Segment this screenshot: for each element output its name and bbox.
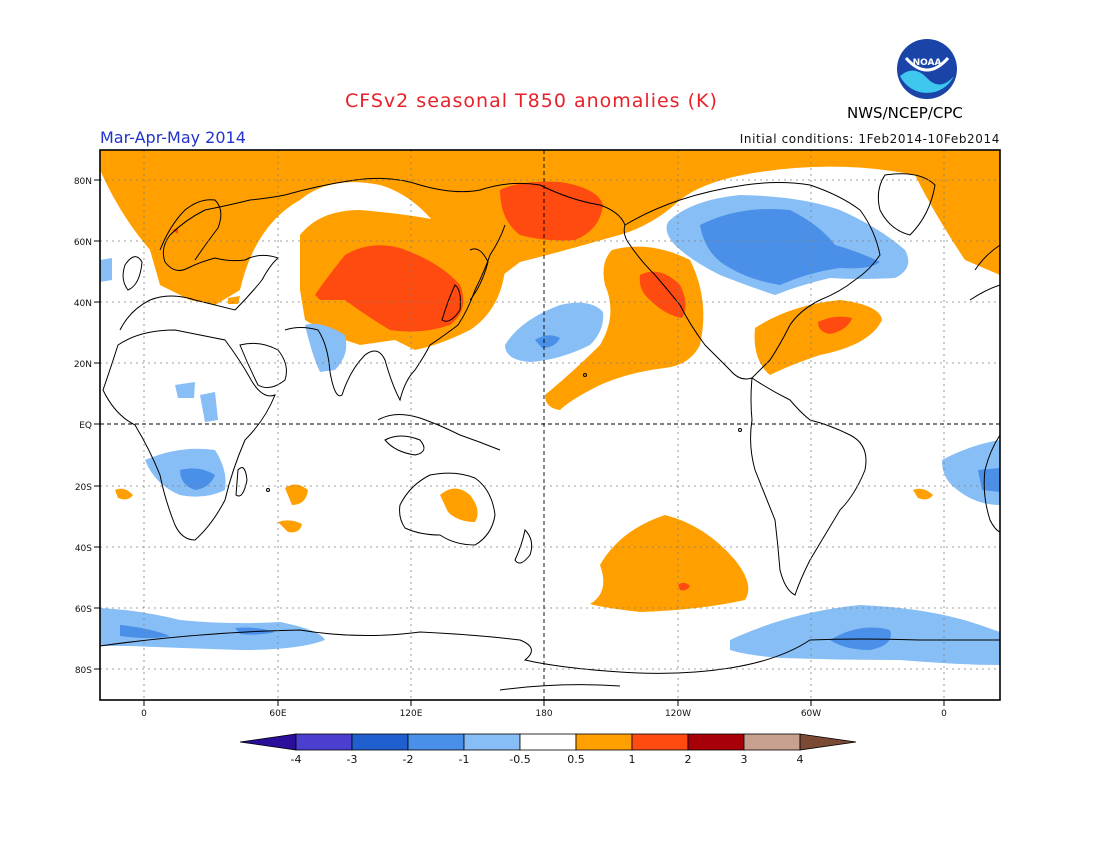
colorbar-segment <box>463 733 521 751</box>
coastline-africa <box>102 329 276 541</box>
lat-label: 60S <box>75 605 92 615</box>
colorbar-segment <box>295 733 353 751</box>
coastline-south-america <box>750 377 867 596</box>
colorbar-label: 0.5 <box>567 753 585 766</box>
lat-label: 40S <box>75 544 92 554</box>
longitude-labels: 0 60E 120E 180 120W 60W 0 <box>141 709 947 719</box>
map-frame <box>99 149 1001 701</box>
colorbar-segment <box>239 733 297 751</box>
colorbar-label: 4 <box>797 753 804 766</box>
noaa-logo: NOAA <box>897 39 957 99</box>
anomaly-cold-central-pacific <box>505 302 604 362</box>
colorbar-label: -0.5 <box>509 753 530 766</box>
lon-label: 180 <box>535 709 552 719</box>
lon-label: 120W <box>665 709 691 719</box>
coastline-antarctica <box>100 629 1000 674</box>
lat-label: 80N <box>74 177 92 187</box>
colorbar-label: -4 <box>291 753 302 766</box>
anomaly-hot-asia <box>315 245 464 332</box>
lon-label: 0 <box>941 709 947 719</box>
anomaly-warm-atlantic <box>754 300 882 375</box>
anomaly-hot-bering <box>500 181 603 241</box>
colorbar-segment <box>799 733 857 751</box>
coastline-europe <box>119 194 286 331</box>
noaa-logo-text: NOAA <box>913 58 942 68</box>
coastlines <box>100 173 1000 691</box>
colorbar-label: 3 <box>741 753 748 766</box>
graticule <box>100 150 1000 700</box>
lat-label: 80S <box>75 666 92 676</box>
colorbar: -4 -3 -2 -1 -0.5 0.5 1 2 3 4 <box>239 733 857 766</box>
map-title: CFSv2 seasonal T850 anomalies (K) <box>345 90 718 112</box>
lon-label: 120E <box>400 709 423 719</box>
lat-label: EQ <box>79 421 92 431</box>
coastline-australia <box>399 472 496 546</box>
colorbar-segment <box>575 733 633 751</box>
colorbar-segment <box>631 733 689 751</box>
coastline-asia <box>284 224 506 402</box>
lat-label: 40N <box>74 299 92 309</box>
lon-label: 60W <box>801 709 821 719</box>
colorbar-label: -2 <box>403 753 414 766</box>
initial-conditions-label: Initial conditions: 1Feb2014-10Feb2014 <box>739 132 1000 146</box>
lat-label: 60N <box>74 238 92 248</box>
latitude-labels: 80N 60N 40N 20N EQ 20S 40S 60S 80S <box>74 177 92 676</box>
anomaly-warm-australia <box>440 488 478 522</box>
colorbar-segment <box>519 733 577 751</box>
coastline-north-america <box>623 182 881 380</box>
lon-label: 0 <box>141 709 147 719</box>
season-label: Mar-Apr-May 2014 <box>100 128 246 147</box>
anomaly-hot-alaska <box>639 271 686 318</box>
anomaly-warm-south-pacific <box>590 515 749 612</box>
colorbar-label: -3 <box>347 753 358 766</box>
colorbar-segment <box>407 733 465 751</box>
colorbar-segment <box>743 733 801 751</box>
anomaly-shading <box>100 150 1000 665</box>
colorbar-segment <box>351 733 409 751</box>
colorbar-segment <box>687 733 745 751</box>
lon-label: 60E <box>269 709 286 719</box>
lat-label: 20S <box>75 483 92 493</box>
agency-label: NWS/NCEP/CPC <box>847 104 963 122</box>
colorbar-label: 2 <box>685 753 692 766</box>
lat-label: 20N <box>74 360 92 370</box>
equator-and-dateline <box>100 150 1000 700</box>
colorbar-label: 1 <box>629 753 636 766</box>
colorbar-label: -1 <box>459 753 470 766</box>
